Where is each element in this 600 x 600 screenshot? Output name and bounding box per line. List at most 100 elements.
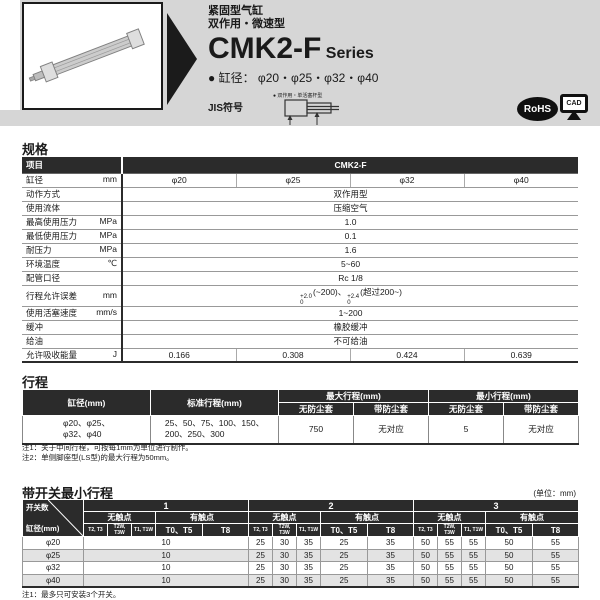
product-category: 紧固型气缸 (208, 5, 263, 17)
series-suffix: Series (325, 45, 374, 62)
switch-value: 55 (437, 548, 462, 562)
corner-bore: 缸径(mm) (26, 524, 60, 533)
switch-model-header: T1, T1W (461, 523, 486, 537)
switch-model-header: T2, T3 (413, 523, 438, 537)
no-contact-header: 无触点 (248, 511, 321, 524)
spec-unit: MPa (99, 216, 117, 226)
spec-row: 环境温度 ℃ 5~60 (22, 257, 579, 272)
spec-section-title: 规格 (22, 142, 49, 157)
stroke-min-no-value: 5 (428, 415, 504, 445)
switch-value: 35 (296, 573, 321, 588)
switch-header-contact: 无触点 有触点 无触点 有触点 无触点 有触点 (23, 511, 579, 524)
spec-value: 压缩空气 (122, 201, 579, 216)
switch-group-3: 3 (413, 499, 579, 512)
contact-header: 有触点 (320, 511, 414, 524)
cad-icon: CAD (560, 94, 588, 120)
switch-value: 30 (272, 536, 297, 550)
switch-value: 50 (485, 536, 533, 550)
tol-tail: (超过200~) (360, 286, 402, 297)
switch-model-header: T2W, T3W (272, 523, 297, 537)
spec-row: 最高使用压力 MPa 1.0 (22, 215, 579, 230)
spec-label: 最低使用压力 (26, 231, 78, 241)
switch-bore: φ20 (22, 536, 84, 550)
jis-symbol-icon (284, 99, 340, 125)
switch-value: 10 (83, 573, 249, 588)
switch-value: 50 (413, 536, 438, 550)
spec-col-series: CMK2-F (122, 157, 579, 174)
no-contact-header: 无触点 (83, 511, 156, 524)
contact-header: 有触点 (485, 511, 579, 524)
spec-value: 橡胶缓冲 (122, 320, 579, 335)
cad-base (567, 113, 581, 120)
spec-unit: mm (102, 174, 117, 184)
spec-row-bore: 缸径 mm φ20 φ25 φ32 φ40 (22, 173, 579, 188)
spec-label: 使用流体 (26, 203, 61, 213)
tol-sub: 0 (347, 299, 351, 306)
stroke-col-with-cover: 带防尘套 (353, 402, 429, 416)
spec-row: 缓冲 橡胶缓冲 (22, 320, 579, 335)
switch-data-row: φ20 10 25 30 35 25 35 50 55 55 50 55 (22, 536, 579, 550)
switch-value: 35 (296, 536, 321, 550)
series-name: CMK2-F (208, 32, 322, 65)
rohs-label: RoHS (523, 103, 552, 115)
spec-label: 给油 (26, 336, 44, 346)
spec-row: 使用流体 压缩空气 (22, 201, 579, 216)
cad-screen: CAD (560, 94, 588, 113)
switch-value: 35 (367, 536, 414, 550)
switch-section-title: 带开关最小行程 (22, 486, 114, 501)
spec-table: 项目 CMK2-F 缸径 mm φ20 φ25 φ32 φ40 动作方式 双作用型… (22, 157, 579, 363)
spec-energy-value: 0.308 (235, 348, 350, 363)
switch-value: 25 (248, 561, 273, 575)
cylinder-drawing (28, 28, 145, 83)
spec-col-item: 项目 (22, 157, 123, 174)
stroke-standard-value: 25、50、75、100、150、 200、250、300 (164, 418, 265, 440)
switch-value: 35 (296, 561, 321, 575)
switch-value: 25 (248, 548, 273, 562)
spec-value: 1.0 (122, 215, 579, 230)
spec-row-tolerance: 行程允许误差 mm +2.0 0 (~200)、 +2.4 0 (超过200~) (22, 285, 579, 307)
switch-value: 55 (532, 573, 579, 588)
contact-header: 有触点 (155, 511, 249, 524)
spec-value: 双作用型 (122, 187, 579, 202)
spec-bore-value: φ25 (235, 173, 350, 188)
switch-value: 35 (367, 548, 414, 562)
spec-label: 缓冲 (26, 322, 44, 332)
stroke-header-row1: 缸径(mm) 标准行程(mm) 最大行程(mm) 最小行程(mm) (22, 389, 579, 416)
switch-value: 55 (437, 536, 462, 550)
corner-diagonal (47, 500, 83, 536)
switch-value: 25 (320, 561, 368, 575)
spec-row: 使用活塞速度 mm/s 1~200 (22, 306, 579, 321)
bore-sizes-line: ● 缸径： φ20・φ25・φ32・φ40 (208, 71, 379, 85)
spec-row: 动作方式 双作用型 (22, 187, 579, 202)
switch-value: 10 (83, 561, 249, 575)
tol-sup: +2.4 (347, 293, 360, 300)
switch-value: 25 (248, 536, 273, 550)
spec-label: 使用活塞速度 (26, 308, 78, 318)
header-band: 紧固型气缸 双作用・微速型 CMK2-F Series ● 缸径： φ20・φ2… (0, 0, 600, 126)
switch-value: 35 (296, 548, 321, 562)
switch-value: 55 (461, 536, 486, 550)
switch-model-header: T2, T3 (83, 523, 108, 537)
stroke-bore-value: φ20、φ25、 φ32、φ40 (63, 418, 110, 440)
switch-group-2: 2 (248, 499, 414, 512)
switch-value: 35 (367, 573, 414, 588)
stroke-col-max: 最大行程(mm) (278, 389, 429, 403)
spec-row: 耐压力 MPa 1.6 (22, 243, 579, 258)
switch-data-row: φ40 10 25 30 35 25 35 50 55 55 50 55 (22, 573, 579, 588)
stroke-note-2: 注2：单侧脚座型(LS型)的最大行程为50mm。 (22, 453, 174, 462)
stroke-col-no-cover: 无防尘套 (428, 402, 504, 416)
spec-label: 缸径 (26, 175, 44, 185)
series-title: CMK2-F Series (208, 33, 378, 65)
tol-sub: 0 (300, 299, 304, 306)
switch-value: 55 (437, 573, 462, 588)
switch-bore: φ32 (22, 561, 84, 575)
spec-row-energy: 允许吸收能量 J 0.166 0.308 0.424 0.639 (22, 348, 579, 363)
switch-value: 30 (272, 573, 297, 588)
unit-note: (单位：mm) (533, 489, 576, 498)
spec-label: 允许吸收能量 (26, 349, 78, 360)
switch-data-row: φ25 10 25 30 35 25 35 50 55 55 50 55 (22, 548, 579, 562)
stroke-section-title: 行程 (22, 375, 49, 390)
spec-value: 5~60 (122, 257, 579, 272)
switch-table: 开关数 缸径(mm) 1 2 3 无触点 有触点 无触点 有触点 无触点 有触点… (22, 499, 579, 588)
switch-value: 55 (532, 548, 579, 562)
